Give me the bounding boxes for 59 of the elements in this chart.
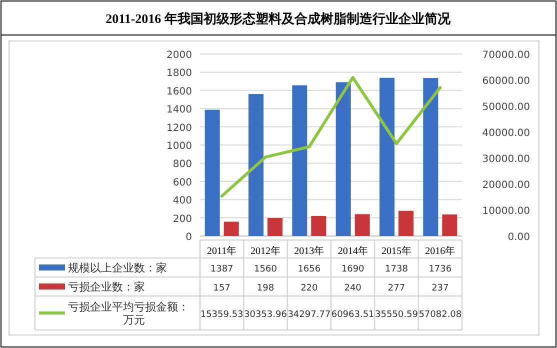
data-label: 157 [213, 284, 230, 294]
y2-tick-label: 20000.00 [482, 180, 530, 191]
data-label: 1387 [210, 264, 234, 274]
title: 2011-2016 年我国初级形态塑料及合成树脂制造行业企业简况 [106, 11, 450, 26]
data-label: 277 [388, 284, 406, 294]
data-label: 15359.53 [200, 310, 244, 320]
y2-tick-label: 30000.00 [482, 154, 530, 165]
y2-tick-label: 40000.00 [482, 128, 530, 139]
data-label: 57082.08 [418, 310, 462, 320]
data-label: 35550.59 [375, 310, 418, 320]
legend-label: 亏损企业平均亏损金额：万元 [68, 300, 189, 326]
data-label: 60963.51 [331, 310, 374, 320]
data-label: 1656 [298, 264, 321, 274]
data-table: 2011年 2012年 2013年 2014年 2015年 2016年 规模以上企业数：家 1387 1560 1656 1690 1738 1736 亏损企业数：家 157 198 220 240 277 237 亏损企业平均亏损金额：万元 15359.5330353.9634297.7760963.5135550.5957082.08 [34, 240, 462, 330]
y-tick-label: 200 [172, 214, 192, 225]
y2-tick-label: 10000.00 [482, 206, 530, 217]
y-tick-label: 600 [172, 177, 192, 188]
x-tick-label: 2015年 [382, 245, 412, 257]
x-tick-label: 2011年 [207, 245, 237, 257]
bar [292, 85, 308, 236]
y-tick-label: 1000 [166, 141, 192, 152]
y-tick-label: 400 [172, 196, 192, 207]
data-label: 198 [256, 284, 274, 294]
x-tick-label: 2013年 [294, 245, 324, 257]
data-label: 1560 [254, 264, 278, 274]
y-tick-label: 800 [172, 159, 192, 170]
bar [336, 82, 351, 236]
data-label: 240 [344, 284, 362, 294]
y-tick-label: 1800 [166, 68, 192, 80]
bar [398, 210, 414, 236]
bar [380, 78, 394, 236]
legend-label: 规模以上企业数：家 [68, 262, 167, 274]
bar [268, 218, 282, 236]
bar [354, 214, 370, 236]
data-label: 1738 [385, 264, 408, 274]
bar [204, 110, 220, 236]
bar [442, 214, 458, 236]
y-tick-label: 1200 [166, 122, 192, 134]
y2-tick-label: 70000.00 [482, 50, 530, 61]
data-label: 1690 [341, 264, 365, 274]
bar [423, 78, 438, 236]
legend-label: 亏损企业数：家 [68, 280, 145, 294]
y-tick-label: 1600 [166, 86, 192, 98]
y2-tick-label: 50000.00 [482, 102, 530, 113]
y-tick-label: 1400 [166, 104, 192, 116]
y2-tick-label: 60000.00 [482, 76, 530, 87]
y-tick-label: 2000 [166, 50, 192, 61]
data-label: 237 [432, 284, 449, 294]
bar [311, 216, 326, 236]
x-tick-label: 2016年 [425, 245, 456, 257]
x-tick-label: 2014年 [338, 245, 368, 257]
bar [248, 94, 264, 236]
data-label: 220 [300, 284, 318, 294]
x-tick-label: 2012年 [250, 245, 280, 257]
data-label: 1736 [428, 264, 452, 274]
data-label: 30353.96 [244, 310, 288, 320]
data-label: 34297.77 [288, 310, 331, 320]
bar [224, 222, 239, 236]
y2-tick-label: 0.00 [508, 232, 530, 243]
